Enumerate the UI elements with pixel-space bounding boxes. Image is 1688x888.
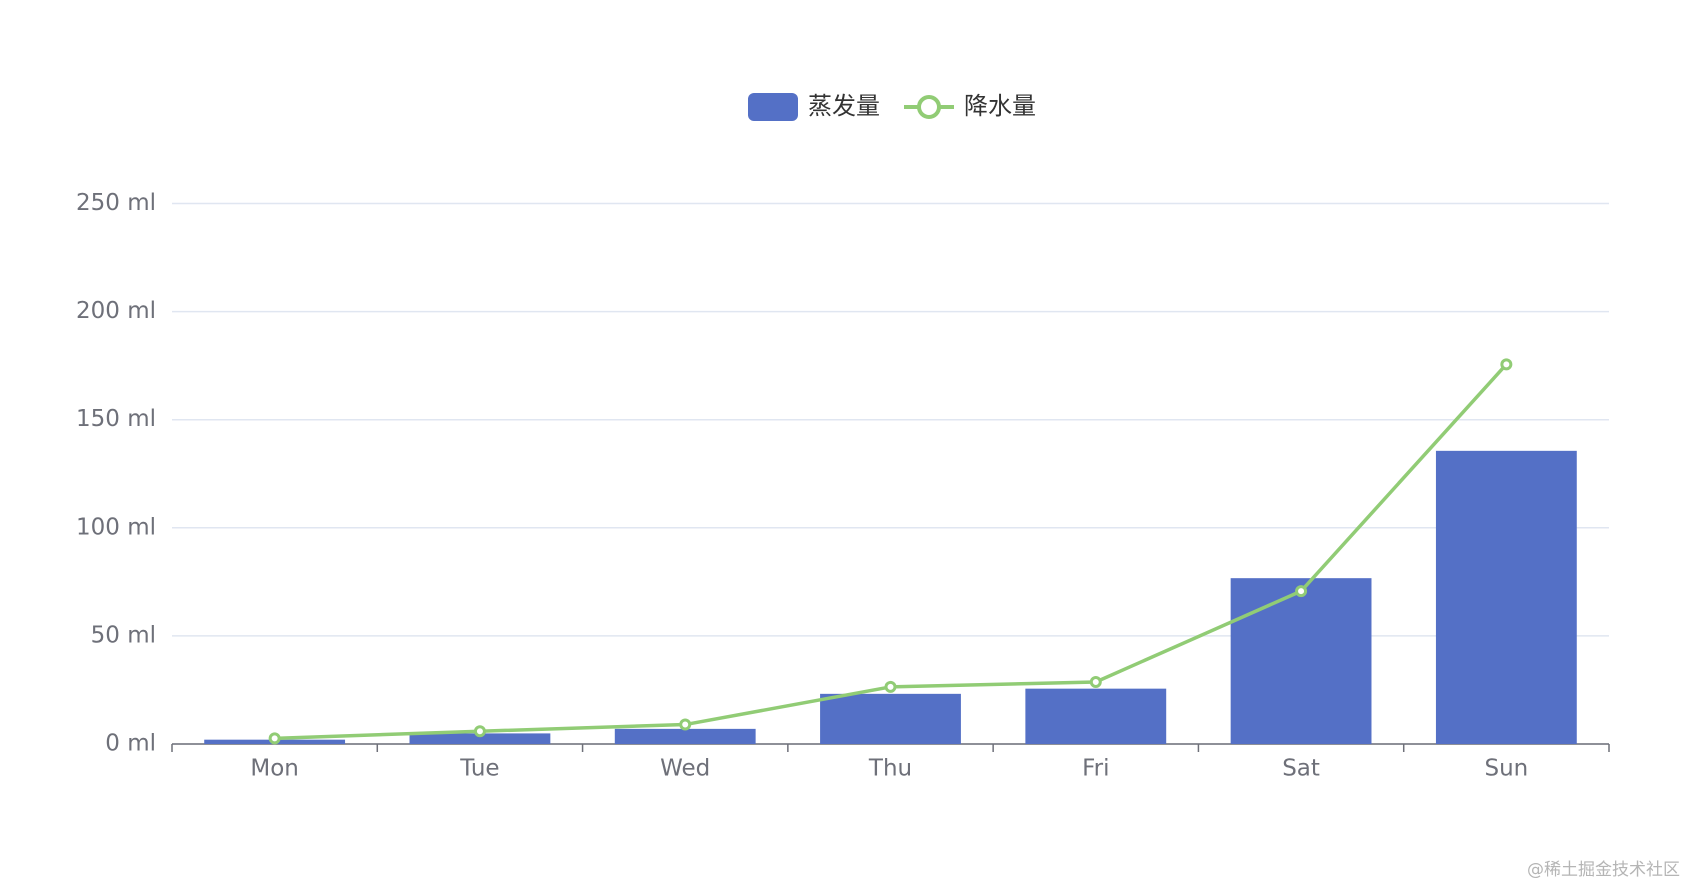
x-tick-label: Sat (1282, 756, 1320, 782)
x-tick-label: Fri (1082, 756, 1109, 782)
bar (820, 693, 961, 744)
legend-label: 降水量 (964, 92, 1036, 120)
line-point (1295, 585, 1308, 598)
bar (1435, 450, 1577, 744)
y-tick-label: 0 ml (105, 731, 156, 757)
line-point (1500, 358, 1513, 371)
x-tick-label: Thu (868, 756, 912, 782)
y-tick-label: 250 ml (76, 190, 156, 216)
x-tick-label: Sun (1484, 756, 1528, 782)
y-tick-label: 150 ml (76, 406, 156, 432)
bar (614, 728, 756, 744)
line-point (473, 725, 486, 738)
line-point (679, 718, 692, 731)
watermark: @稀土掘金技术社区 (1527, 860, 1680, 880)
y-tick-label: 200 ml (76, 298, 156, 324)
bar (409, 733, 551, 744)
y-tick-label: 50 ml (91, 622, 156, 648)
bar (1025, 688, 1167, 744)
x-tick-label: Mon (250, 756, 299, 782)
bar (1230, 578, 1372, 744)
line-point (268, 732, 281, 745)
line-point (884, 680, 897, 693)
x-tick-label: Tue (459, 756, 499, 782)
line-point (1089, 675, 1102, 688)
legend-label: 蒸发量 (808, 92, 880, 120)
legend-swatch (748, 93, 798, 121)
y-tick-label: 100 ml (76, 514, 156, 540)
x-tick-label: Wed (660, 756, 710, 782)
legend-swatch (917, 95, 941, 119)
